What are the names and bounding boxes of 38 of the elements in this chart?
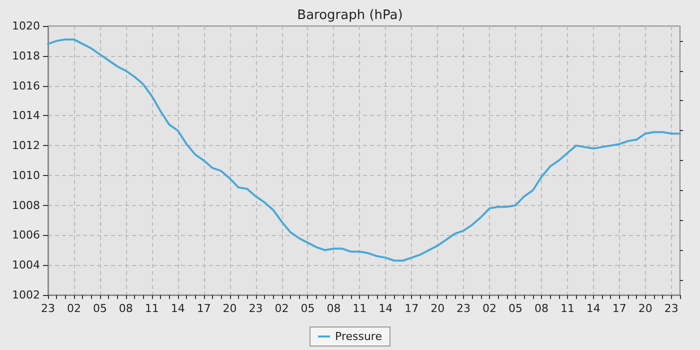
x-tick-label: 20 [430, 302, 445, 315]
x-tick-label: 20 [222, 302, 237, 315]
x-tick-label: 08 [326, 302, 341, 315]
x-tick-label: 14 [170, 302, 185, 315]
x-tick-label: 08 [118, 302, 133, 315]
x-tick-label: 08 [534, 302, 548, 315]
y-tick-label: 1014 [12, 109, 40, 122]
y-tick-label: 1004 [12, 258, 40, 272]
y-tick-label: 1020 [12, 20, 40, 32]
y-tick-label: 1016 [12, 79, 40, 92]
x-tick-label: 23 [456, 302, 471, 315]
y-tick-label: 1002 [12, 288, 40, 302]
x-tick-label: 11 [560, 302, 574, 315]
line-series [47, 38, 681, 262]
y-tick-label: 1008 [12, 198, 40, 212]
x-tick-label: 05 [92, 302, 107, 315]
y-tick-label: 1018 [12, 49, 40, 62]
x-tick-label: 20 [638, 302, 652, 315]
y-tick-label: 1010 [12, 168, 40, 182]
x-tick-label: 14 [586, 302, 600, 315]
x-tick-label: 11 [144, 302, 159, 315]
x-tick-label: 02 [482, 302, 497, 315]
x-tick-label: 23 [664, 302, 678, 315]
x-tick-label: 23 [41, 302, 55, 315]
x-tick-label: 14 [378, 302, 393, 315]
x-tick-label: 23 [248, 302, 263, 315]
x-tick-label: 17 [196, 302, 211, 315]
y-tick-label: 1012 [12, 139, 40, 152]
y-tick-label: 1006 [12, 228, 40, 242]
x-tick-label: 05 [508, 302, 523, 315]
x-tick-label: 17 [612, 302, 626, 315]
x-tick-label: 05 [300, 302, 315, 315]
x-tick-label: 11 [352, 302, 367, 315]
x-tick-label: 02 [274, 302, 289, 315]
x-tick-label: 02 [66, 302, 81, 315]
chart-title: Barograph (hPa) [297, 8, 403, 23]
x-tick-label: 17 [404, 302, 419, 315]
legend-label: Pressure [335, 330, 382, 343]
